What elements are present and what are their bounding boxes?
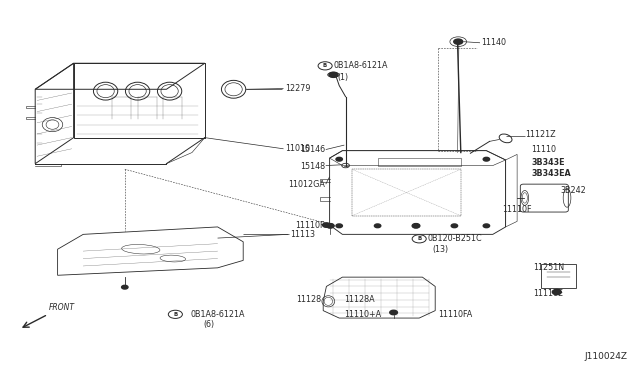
Circle shape (483, 224, 490, 228)
Text: 3B343E: 3B343E (531, 158, 564, 167)
Circle shape (336, 224, 342, 228)
Text: J110024Z: J110024Z (584, 352, 627, 361)
Text: 0B120-B251C: 0B120-B251C (428, 234, 482, 243)
Circle shape (329, 72, 338, 77)
Text: 11113: 11113 (290, 230, 315, 239)
Text: 11110: 11110 (531, 145, 556, 154)
Text: FRONT: FRONT (49, 304, 76, 312)
Text: (13): (13) (432, 246, 448, 254)
Circle shape (122, 285, 128, 289)
Text: 11110FA: 11110FA (438, 310, 473, 319)
Text: B: B (323, 63, 327, 68)
Text: 11010: 11010 (285, 144, 310, 153)
Text: 0B1A8-6121A: 0B1A8-6121A (190, 310, 244, 319)
Circle shape (336, 157, 342, 161)
Circle shape (454, 39, 463, 44)
Circle shape (483, 157, 490, 161)
Circle shape (451, 224, 458, 228)
Text: 15146: 15146 (300, 145, 325, 154)
Circle shape (412, 224, 420, 228)
Circle shape (374, 224, 381, 228)
Text: (6): (6) (204, 320, 214, 329)
Text: 11128A: 11128A (344, 295, 374, 304)
Text: 3B343EA: 3B343EA (531, 169, 571, 178)
Text: 11121Z: 11121Z (525, 130, 556, 139)
Circle shape (326, 224, 334, 228)
Circle shape (390, 310, 397, 315)
Text: 11251N: 11251N (533, 263, 564, 272)
Text: 12279: 12279 (285, 84, 310, 93)
Text: B: B (417, 236, 421, 241)
Text: 11128: 11128 (296, 295, 321, 304)
Text: 11110+A: 11110+A (344, 310, 381, 319)
Text: 11110F: 11110F (296, 221, 325, 230)
Text: 15148: 15148 (300, 162, 325, 171)
Text: 11140: 11140 (481, 38, 506, 47)
Text: 11110E: 11110E (533, 289, 563, 298)
Text: B: B (173, 312, 177, 317)
Text: 3B242: 3B242 (560, 186, 586, 195)
Text: 11012GA: 11012GA (288, 180, 325, 189)
Text: 11110F: 11110F (502, 205, 532, 214)
Circle shape (413, 224, 419, 228)
Circle shape (552, 289, 561, 295)
Circle shape (323, 223, 330, 227)
Text: 0B1A8-6121A: 0B1A8-6121A (333, 61, 388, 70)
Text: (1): (1) (337, 73, 348, 81)
